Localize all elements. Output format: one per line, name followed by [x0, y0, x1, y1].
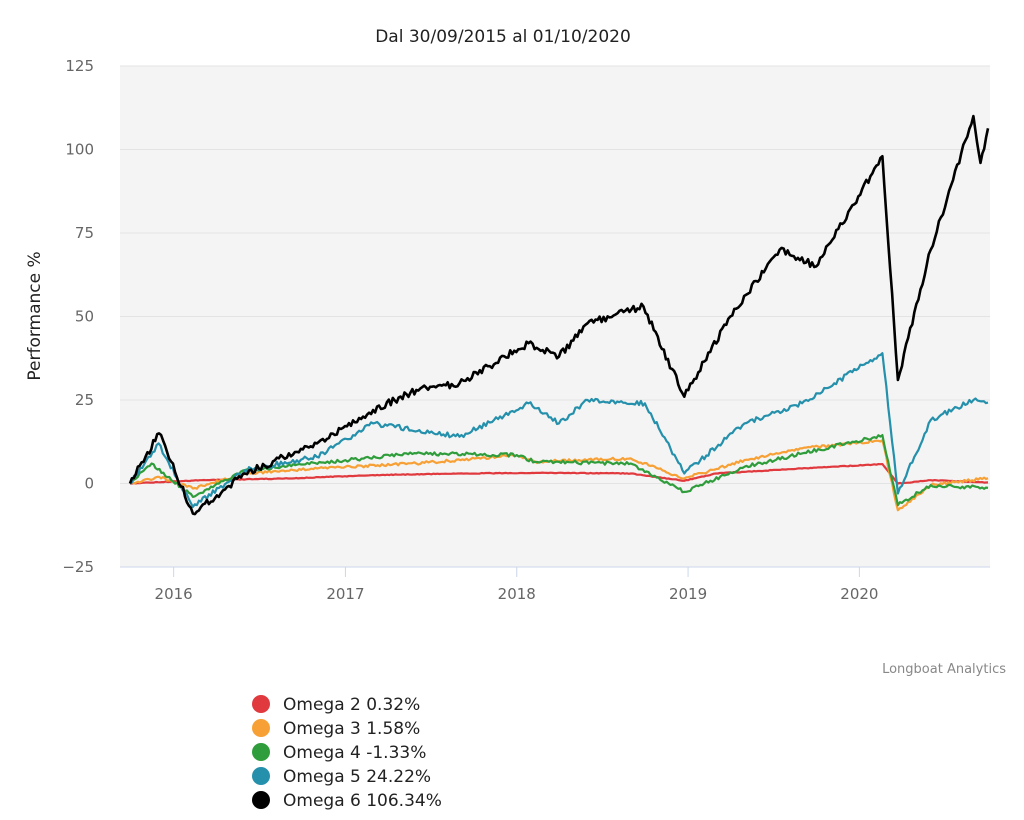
y-tick-label: 0 — [84, 475, 94, 493]
legend-marker-icon — [252, 695, 270, 713]
chart-title: Dal 30/09/2015 al 01/10/2020 — [375, 27, 631, 47]
legend-item[interactable]: Omega 2 0.32% — [252, 695, 420, 715]
series-lines — [128, 114, 990, 516]
y-axis-label: Performance % — [25, 251, 45, 380]
y-axis-ticks: −25 0 25 50 75 100 125 — [62, 57, 94, 576]
legend-marker-icon — [252, 719, 270, 737]
series-line[interactable] — [129, 352, 989, 508]
series-line[interactable] — [130, 463, 989, 485]
y-tick-label: 50 — [75, 308, 94, 326]
credit-label[interactable]: Longboat Analytics — [882, 662, 1006, 677]
legend-item[interactable]: Omega 3 1.58% — [252, 719, 420, 739]
legend-label: Omega 2 0.32% — [283, 695, 420, 715]
legend-marker-icon — [252, 743, 270, 761]
y-tick-label: 125 — [65, 57, 94, 75]
x-tick-label: 2020 — [840, 585, 878, 603]
x-tick-label: 2017 — [326, 585, 364, 603]
legend: Omega 2 0.32% Omega 3 1.58% Omega 4 -1.33%… — [252, 695, 442, 811]
legend-marker-icon — [252, 767, 270, 785]
x-tick-label: 2016 — [155, 585, 193, 603]
series-line[interactable] — [128, 114, 990, 516]
y-tick-label: 25 — [75, 391, 94, 409]
y-tick-label: 75 — [75, 224, 94, 242]
legend-marker-icon — [252, 791, 270, 809]
y-tick-label: −25 — [62, 558, 94, 576]
x-tick-label: 2019 — [669, 585, 707, 603]
legend-label: Omega 5 24.22% — [283, 767, 431, 787]
legend-label: Omega 3 1.58% — [283, 719, 420, 739]
y-tick-label: 100 — [65, 141, 94, 159]
legend-label: Omega 6 106.34% — [283, 791, 442, 811]
legend-item[interactable]: Omega 4 -1.33% — [252, 743, 426, 763]
legend-label: Omega 4 -1.33% — [283, 743, 426, 763]
x-tick-label: 2018 — [498, 585, 536, 603]
legend-item[interactable]: Omega 6 106.34% — [252, 791, 442, 811]
x-axis-ticks: 2016 2017 2018 2019 2020 — [120, 566, 990, 603]
legend-item[interactable]: Omega 5 24.22% — [252, 767, 431, 787]
